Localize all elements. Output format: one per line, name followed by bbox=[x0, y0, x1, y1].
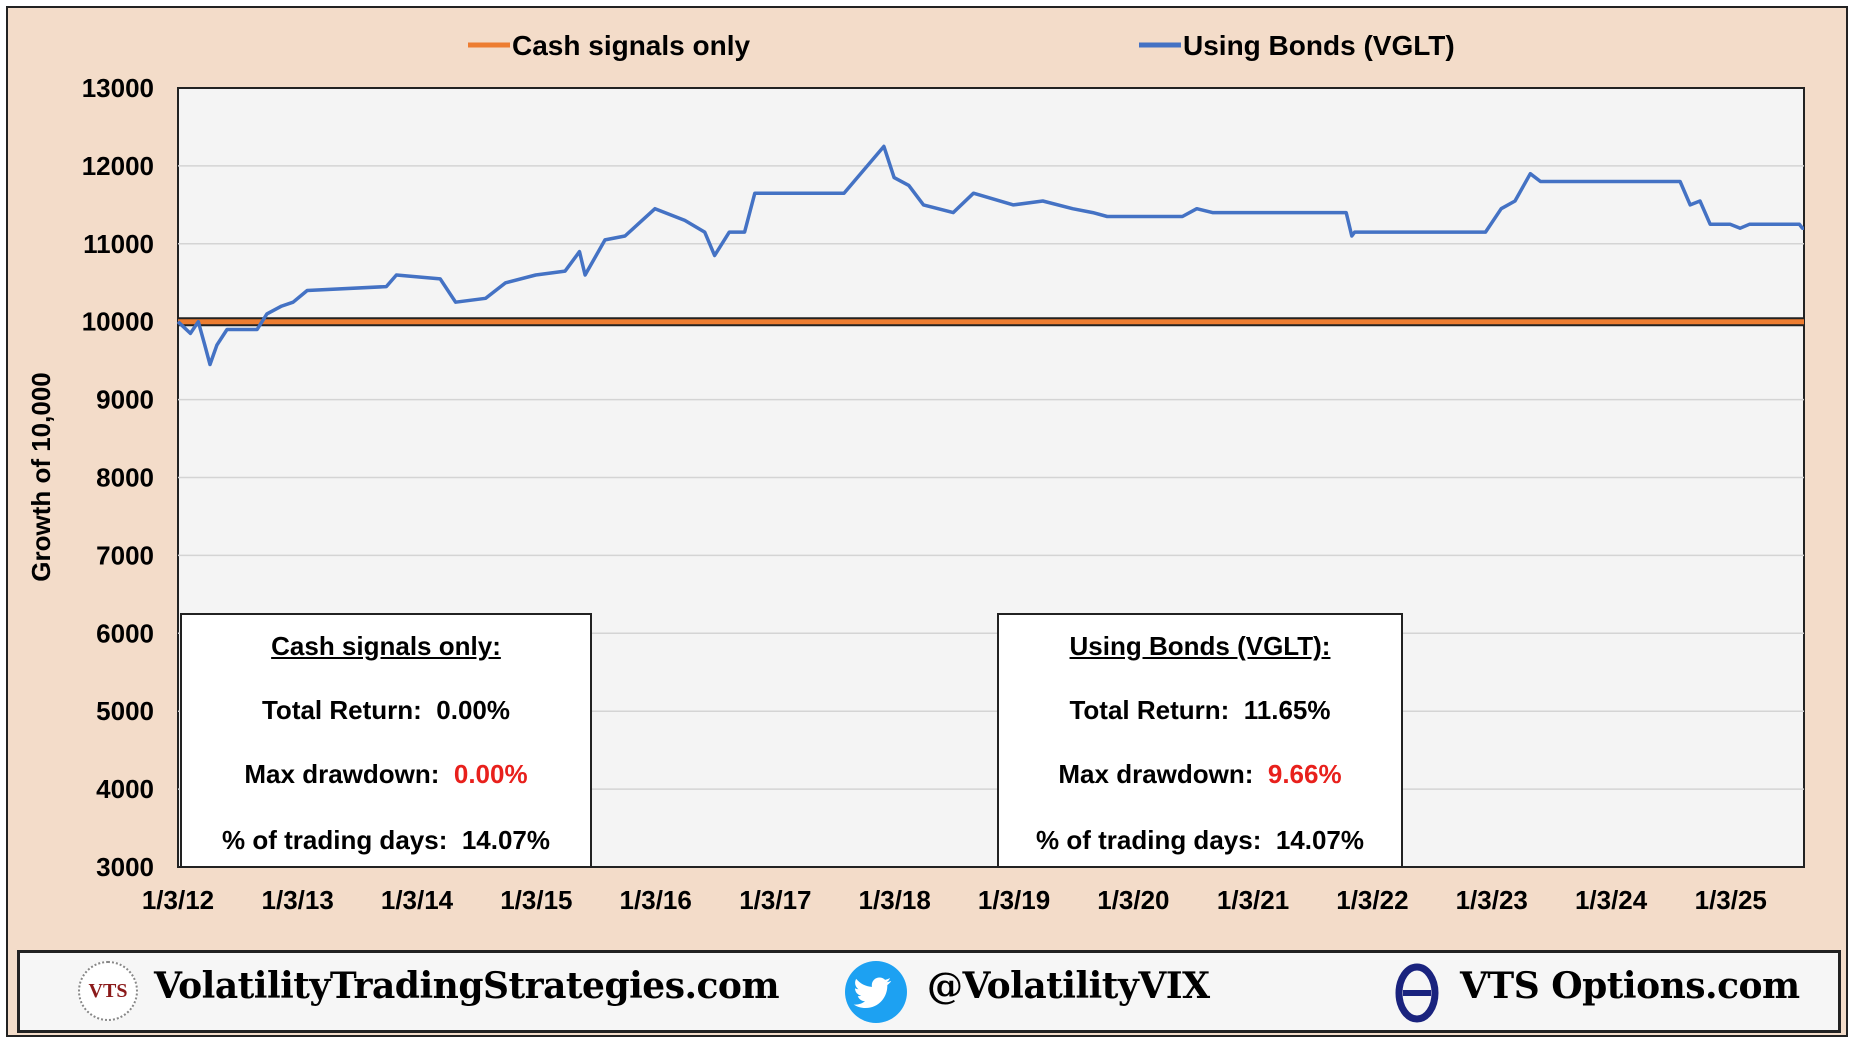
stats-value: 14.07% bbox=[1275, 825, 1364, 855]
x-tick-label: 1/3/13 bbox=[262, 885, 334, 915]
stats-value: 0.00% bbox=[436, 695, 511, 725]
stats-label: % of trading days: bbox=[1036, 825, 1262, 855]
vts-logo-text: VTS bbox=[88, 979, 128, 1002]
x-tick-label: 1/3/18 bbox=[859, 885, 931, 915]
footer-twitter-handle[interactable]: @VolatilityVIX bbox=[927, 965, 1210, 1007]
y-tick-label: 13000 bbox=[82, 73, 154, 103]
footer-site-link[interactable]: VolatilityTradingStrategies.com bbox=[154, 965, 780, 1007]
stats-total-return: Total Return: 0.00% bbox=[182, 695, 590, 726]
stats-value: 11.65% bbox=[1243, 695, 1331, 725]
series-lines bbox=[176, 144, 1805, 367]
theta-icon bbox=[1393, 963, 1441, 1023]
x-tick-label: 1/3/19 bbox=[978, 885, 1050, 915]
stats-label: Total Return: bbox=[261, 695, 422, 725]
footer-options-link[interactable]: VTS Options.com bbox=[1460, 965, 1800, 1007]
x-tick-label: 1/3/22 bbox=[1336, 885, 1408, 915]
x-tick-label: 1/3/20 bbox=[1097, 885, 1169, 915]
stats-box-bonds: Using Bonds (VGLT): Total Return: 11.65%… bbox=[997, 613, 1403, 868]
stats-max-drawdown: Max drawdown: 0.00% bbox=[182, 759, 590, 790]
stats-value: 14.07% bbox=[461, 825, 550, 855]
twitter-bird-icon[interactable] bbox=[845, 961, 907, 1023]
stats-value: 9.66% bbox=[1267, 759, 1342, 789]
stats-trading-days: % of trading days: 14.07% bbox=[182, 825, 590, 856]
y-tick-label: 9000 bbox=[96, 385, 154, 415]
x-tick-label: 1/3/15 bbox=[500, 885, 572, 915]
x-tick-label: 1/3/14 bbox=[381, 885, 454, 915]
y-tick-label: 7000 bbox=[96, 540, 154, 570]
x-tick-label: 1/3/25 bbox=[1695, 885, 1767, 915]
x-tick-label: 1/3/21 bbox=[1217, 885, 1289, 915]
legend-label-bonds: Using Bonds (VGLT) bbox=[1183, 30, 1455, 61]
y-tick-label: 11000 bbox=[83, 229, 154, 259]
y-tick-label: 3000 bbox=[96, 852, 154, 882]
y-tick-label: 10000 bbox=[82, 307, 154, 337]
x-axis-ticks: 1/3/12 1/3/13 1/3/14 1/3/15 1/3/16 1/3/17 1/3/… bbox=[142, 885, 1767, 915]
y-axis-ticks: 13000 12000 11000 10000 9000 8000 7000 6000 5000… bbox=[82, 73, 154, 882]
x-tick-label: 1/3/24 bbox=[1575, 885, 1648, 915]
stats-label: Max drawdown: bbox=[1058, 759, 1254, 789]
legend-label-cash: Cash signals only bbox=[512, 30, 750, 61]
stats-title: Using Bonds (VGLT): bbox=[1069, 631, 1331, 661]
series-line-bonds bbox=[176, 144, 1805, 367]
y-tick-label: 5000 bbox=[96, 696, 154, 726]
x-tick-label: 1/3/12 bbox=[142, 885, 214, 915]
stats-label: Max drawdown: bbox=[244, 759, 440, 789]
y-tick-label: 4000 bbox=[96, 774, 154, 804]
y-tick-label: 8000 bbox=[96, 463, 154, 493]
y-axis-label: Growth of 10,000 bbox=[26, 372, 56, 582]
stats-label: Total Return: bbox=[1069, 695, 1230, 725]
stats-label: % of trading days: bbox=[222, 825, 448, 855]
y-tick-label: 12000 bbox=[82, 151, 154, 181]
x-tick-label: 1/3/16 bbox=[620, 885, 692, 915]
vts-logo: VTS bbox=[78, 961, 138, 1021]
stats-trading-days: % of trading days: 14.07% bbox=[999, 825, 1401, 856]
x-tick-label: 1/3/17 bbox=[739, 885, 811, 915]
x-tick-label: 1/3/23 bbox=[1456, 885, 1528, 915]
stats-value: 0.00% bbox=[453, 759, 528, 789]
legend: Cash signals only Using Bonds (VGLT) bbox=[468, 30, 1455, 61]
footer-banner: VTS VolatilityTradingStrategies.com @Vol… bbox=[17, 950, 1841, 1033]
stats-total-return: Total Return: 11.65% bbox=[999, 695, 1401, 726]
stats-max-drawdown: Max drawdown: 9.66% bbox=[999, 759, 1401, 790]
y-tick-label: 6000 bbox=[96, 618, 154, 648]
stats-box-cash: Cash signals only: Total Return: 0.00% M… bbox=[180, 613, 592, 868]
stats-title: Cash signals only: bbox=[271, 631, 501, 661]
